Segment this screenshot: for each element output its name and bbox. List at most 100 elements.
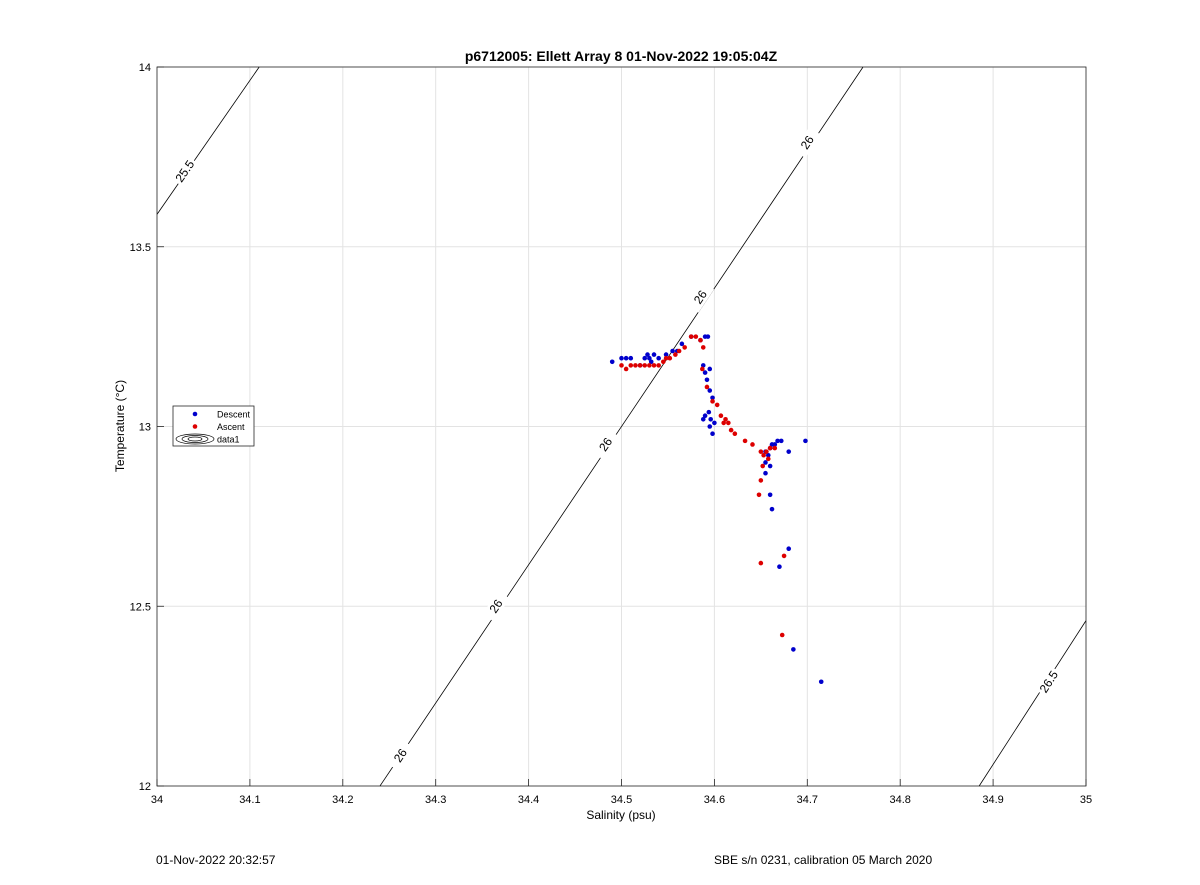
ascent-point <box>651 363 657 368</box>
ascent-series <box>619 334 787 638</box>
y-tick-label: 12 <box>139 781 151 793</box>
ascent-point <box>628 363 634 368</box>
ascent-point <box>673 352 678 357</box>
ascent-point <box>619 363 624 368</box>
ascent-point <box>704 384 710 390</box>
descent-point <box>769 506 775 512</box>
x-tick-label: 34.3 <box>425 794 446 806</box>
descent-point <box>700 417 706 422</box>
descent-point <box>656 355 661 361</box>
descent-point <box>707 424 713 429</box>
y-axis-label: Temperature (°C) <box>113 380 127 472</box>
descent-point <box>763 470 768 476</box>
ascent-point <box>723 417 728 422</box>
ascent-point <box>667 355 673 361</box>
legend-box <box>172 405 255 447</box>
ascent-point <box>764 449 769 454</box>
descent-point <box>767 492 773 498</box>
descent-point <box>786 449 792 454</box>
y-tick-label: 13.5 <box>130 242 151 254</box>
descent-point <box>628 355 634 361</box>
contour-label-bg <box>482 590 510 622</box>
descent-point <box>777 564 782 570</box>
y-tick-label: 13 <box>139 422 151 434</box>
descent-point <box>663 352 669 357</box>
descent-point <box>803 438 808 444</box>
descent-point <box>623 355 629 361</box>
x-tick-label: 34.7 <box>797 794 818 806</box>
contour-label-bg <box>592 428 620 460</box>
ascent-point <box>642 363 648 368</box>
contour-label-bg <box>171 155 199 187</box>
legend-marker-ascent <box>192 424 198 429</box>
x-tick-label: 34.5 <box>611 794 632 806</box>
ascent-point <box>726 420 731 426</box>
descent-point <box>670 348 675 354</box>
descent-series <box>609 334 824 685</box>
contour-label-bg <box>793 126 821 159</box>
descent-point <box>775 438 780 444</box>
descent-point <box>769 442 775 447</box>
ascent-point <box>637 363 643 368</box>
x-tick-label: 34.1 <box>239 794 260 806</box>
ascent-point <box>750 442 755 447</box>
ascent-point <box>767 445 773 451</box>
contour-label-bg <box>1035 666 1063 698</box>
ascent-point <box>633 363 638 368</box>
chart-title: p6712005: Ellett Array 8 01-Nov-2022 19:… <box>465 48 778 64</box>
ascent-point <box>693 334 699 339</box>
legend-label-descent: Descent <box>217 410 251 420</box>
ascent-point <box>623 366 629 372</box>
ascent-point <box>728 427 734 433</box>
descent-point <box>702 370 708 375</box>
descent-point <box>791 647 796 652</box>
ascent-point <box>700 366 705 372</box>
descent-point <box>642 355 648 361</box>
y-tick-label: 12.5 <box>130 601 151 613</box>
descent-point <box>767 463 773 469</box>
ascent-point <box>676 348 682 354</box>
x-axis-ticks: 34 34.1 34.2 34.3 34.4 34.5 34.6 34.7 34.8 34.9 35 <box>151 779 1092 806</box>
descent-point <box>647 355 652 361</box>
contour-label-bg <box>686 281 715 313</box>
descent-point <box>765 452 771 458</box>
descent-point <box>700 363 706 368</box>
descent-point <box>648 359 654 365</box>
ascent-point <box>714 402 720 408</box>
ascent-point <box>682 345 687 350</box>
legend-marker-descent <box>192 411 198 417</box>
ascent-point <box>779 632 785 638</box>
ascent-point <box>710 399 715 404</box>
footer-calibration: SBE s/n 0231, calibration 05 March 2020 <box>714 853 933 867</box>
ascent-point <box>718 413 724 419</box>
ascent-point <box>761 452 766 458</box>
ascent-point <box>656 363 661 368</box>
ascent-point <box>663 355 669 361</box>
descent-point <box>609 359 615 365</box>
descent-point <box>702 413 708 419</box>
descent-point <box>710 431 715 436</box>
ascent-point <box>742 438 748 444</box>
ascent-point <box>721 420 726 426</box>
ascent-point <box>647 363 652 368</box>
ascent-point <box>700 345 706 350</box>
descent-point <box>708 417 713 422</box>
descent-point <box>679 341 685 347</box>
x-tick-label: 34.9 <box>982 794 1003 806</box>
contour-line-25-5 <box>156 66 260 215</box>
x-tick-label: 34 <box>151 794 163 806</box>
legend-ellipse <box>175 433 215 445</box>
descent-point <box>619 355 624 361</box>
descent-point <box>712 420 717 426</box>
contour-line-26 <box>379 66 864 787</box>
y-tick-label: 14 <box>139 62 151 74</box>
descent-point <box>763 460 768 465</box>
legend-marker-contour <box>175 433 215 445</box>
descent-point <box>818 679 824 685</box>
ascent-point <box>698 337 703 343</box>
descent-point <box>704 377 710 383</box>
ascent-point <box>758 560 764 566</box>
legend: Descent Ascent data1 <box>172 405 255 447</box>
